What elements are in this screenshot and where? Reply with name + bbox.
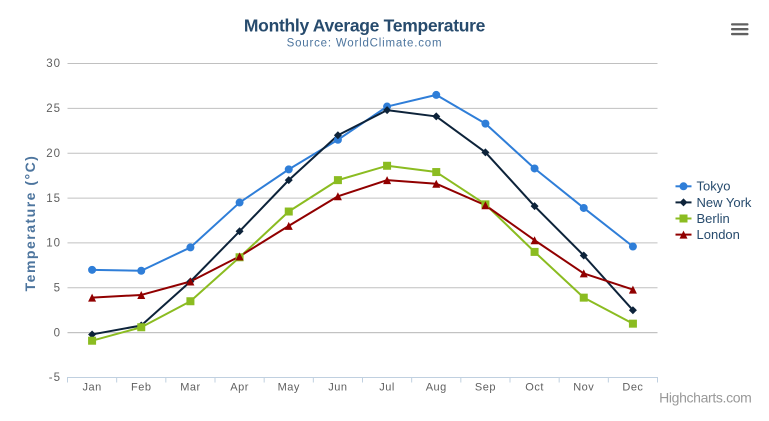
svg-text:Highcharts.com: Highcharts.com bbox=[659, 390, 751, 406]
svg-text:Feb: Feb bbox=[131, 382, 151, 394]
svg-text:Jan: Jan bbox=[82, 382, 101, 394]
svg-text:May: May bbox=[278, 382, 300, 394]
svg-text:Source: WorldClimate.com: Source: WorldClimate.com bbox=[287, 38, 443, 50]
svg-text:New York: New York bbox=[697, 195, 752, 210]
svg-text:Berlin: Berlin bbox=[697, 211, 730, 226]
svg-text:Tokyo: Tokyo bbox=[697, 179, 731, 194]
svg-text:Aug: Aug bbox=[426, 382, 447, 394]
svg-text:20: 20 bbox=[46, 148, 61, 160]
svg-text:Dec: Dec bbox=[622, 382, 643, 394]
svg-text:Sep: Sep bbox=[475, 382, 496, 394]
svg-text:15: 15 bbox=[46, 193, 61, 205]
svg-text:-5: -5 bbox=[49, 372, 61, 384]
svg-text:London: London bbox=[697, 227, 740, 242]
svg-text:30: 30 bbox=[46, 58, 61, 70]
svg-text:10: 10 bbox=[46, 238, 61, 250]
svg-text:0: 0 bbox=[54, 327, 61, 339]
svg-text:Oct: Oct bbox=[525, 382, 544, 394]
svg-text:5: 5 bbox=[54, 282, 61, 294]
svg-text:Monthly Average Temperature: Monthly Average Temperature bbox=[244, 16, 486, 36]
svg-text:Apr: Apr bbox=[230, 382, 249, 394]
svg-text:25: 25 bbox=[46, 103, 61, 115]
svg-text:Temperature (°C): Temperature (°C) bbox=[22, 155, 38, 292]
svg-text:Nov: Nov bbox=[573, 382, 594, 394]
svg-text:Mar: Mar bbox=[180, 382, 200, 394]
svg-text:Jul: Jul bbox=[379, 382, 395, 394]
svg-text:Jun: Jun bbox=[328, 382, 347, 394]
